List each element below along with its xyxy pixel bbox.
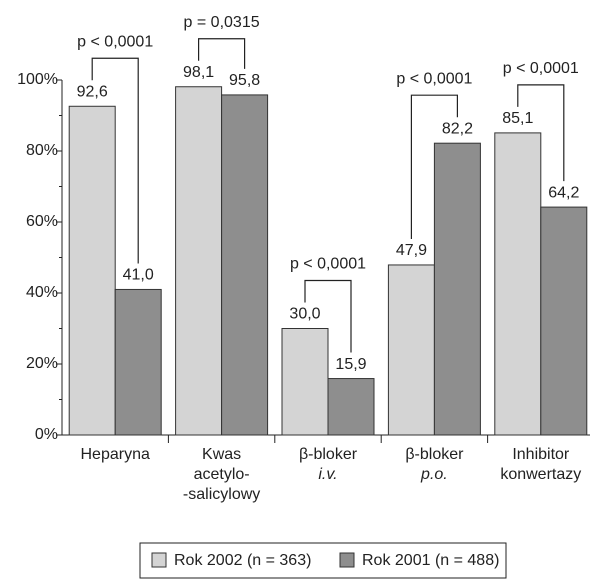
- x-tick-label: -salicylowy: [183, 486, 260, 503]
- value-label: 41,0: [123, 267, 154, 284]
- x-tick-label: β-bloker: [405, 446, 464, 463]
- significance-label: p = 0,0315: [184, 14, 260, 31]
- y-tick-label: 80%: [26, 142, 58, 159]
- x-tick-label: acetylo-: [194, 466, 250, 483]
- x-tick-label: i.v.: [318, 466, 337, 483]
- y-tick-label: 60%: [26, 213, 58, 230]
- value-label: 47,9: [396, 242, 427, 259]
- x-tick-label: Heparyna: [81, 446, 150, 463]
- significance-bracket: [304, 279, 352, 353]
- significance-label: p < 0,0001: [396, 70, 472, 87]
- significance-label: p < 0,0001: [290, 256, 366, 273]
- significance-bracket: [91, 57, 139, 264]
- value-label: 98,1: [183, 64, 214, 81]
- x-tick-label: β-bloker: [299, 446, 358, 463]
- bar: [387, 264, 435, 436]
- x-tick-label: p.o.: [420, 466, 448, 483]
- bar: [221, 94, 269, 436]
- bar: [494, 132, 542, 436]
- value-label: 85,1: [502, 110, 533, 127]
- value-label: 64,2: [548, 184, 579, 201]
- y-tick-label: 100%: [17, 71, 58, 88]
- value-label: 95,8: [229, 72, 260, 89]
- significance-label: p < 0,0001: [77, 33, 153, 50]
- bar: [540, 206, 588, 436]
- significance-bracket: [198, 38, 246, 69]
- legend-label: Rok 2001 (n = 488): [362, 552, 499, 569]
- significance-bracket: [410, 94, 458, 239]
- legend-box: [139, 542, 507, 579]
- value-label: 30,0: [289, 306, 320, 323]
- legend-label: Rok 2002 (n = 363): [174, 552, 311, 569]
- x-tick-label: konwertazy: [500, 466, 581, 483]
- x-tick-label: Inhibitor: [512, 446, 570, 463]
- y-tick-label: 40%: [26, 284, 58, 301]
- legend-swatch: [151, 552, 167, 568]
- value-label: 15,9: [335, 356, 366, 373]
- y-tick-label: 0%: [35, 426, 58, 443]
- legend-swatch: [339, 552, 355, 568]
- significance-label: p < 0,0001: [503, 60, 579, 77]
- bar: [327, 378, 375, 436]
- bar: [68, 105, 116, 436]
- y-tick-label: 20%: [26, 355, 58, 372]
- x-tick-label: Kwas: [202, 446, 241, 463]
- value-label: 92,6: [77, 83, 108, 100]
- bar: [281, 328, 329, 436]
- value-label: 82,2: [442, 120, 473, 137]
- bar: [433, 142, 481, 436]
- bar: [175, 86, 223, 436]
- bar: [114, 288, 162, 436]
- significance-bracket: [517, 84, 565, 182]
